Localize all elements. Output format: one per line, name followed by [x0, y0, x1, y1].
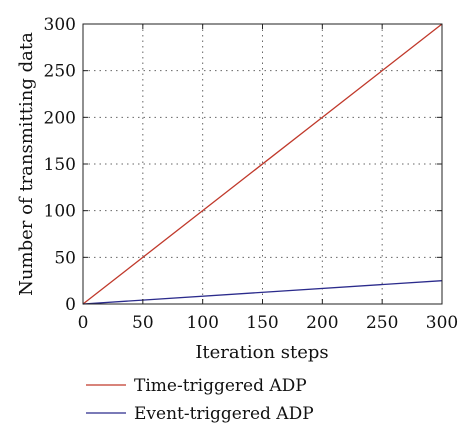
x-tick-label: 200: [306, 313, 338, 333]
y-tick-label: 250: [44, 62, 76, 82]
legend-label: Event-triggered ADP: [134, 404, 314, 424]
x-tick-label: 300: [426, 313, 458, 333]
x-axis-title: Iteration steps: [195, 342, 328, 363]
y-axis-title: Number of transmitting data: [16, 32, 37, 296]
y-tick-label: 150: [44, 155, 76, 175]
y-tick-label: 300: [44, 15, 76, 35]
y-tick-label: 0: [65, 295, 76, 315]
legend-label: Time-triggered ADP: [134, 376, 307, 396]
y-tick-label: 200: [44, 108, 76, 128]
x-tick-label: 0: [78, 313, 89, 333]
time-triggered-series-line: [82, 23, 443, 305]
x-tick-label: 50: [132, 313, 154, 333]
x-tick-label: 250: [366, 313, 398, 333]
x-tick-label: 100: [186, 313, 218, 333]
legend: Time-triggered ADP Event-triggered ADP: [86, 376, 314, 424]
x-tick-label: 150: [246, 313, 278, 333]
y-tick-label: 50: [54, 248, 76, 268]
y-tick-label: 100: [44, 202, 76, 222]
ticks: 0 50 100 150 200 250 300 0 50 100 150 200 250 300: [44, 15, 459, 333]
